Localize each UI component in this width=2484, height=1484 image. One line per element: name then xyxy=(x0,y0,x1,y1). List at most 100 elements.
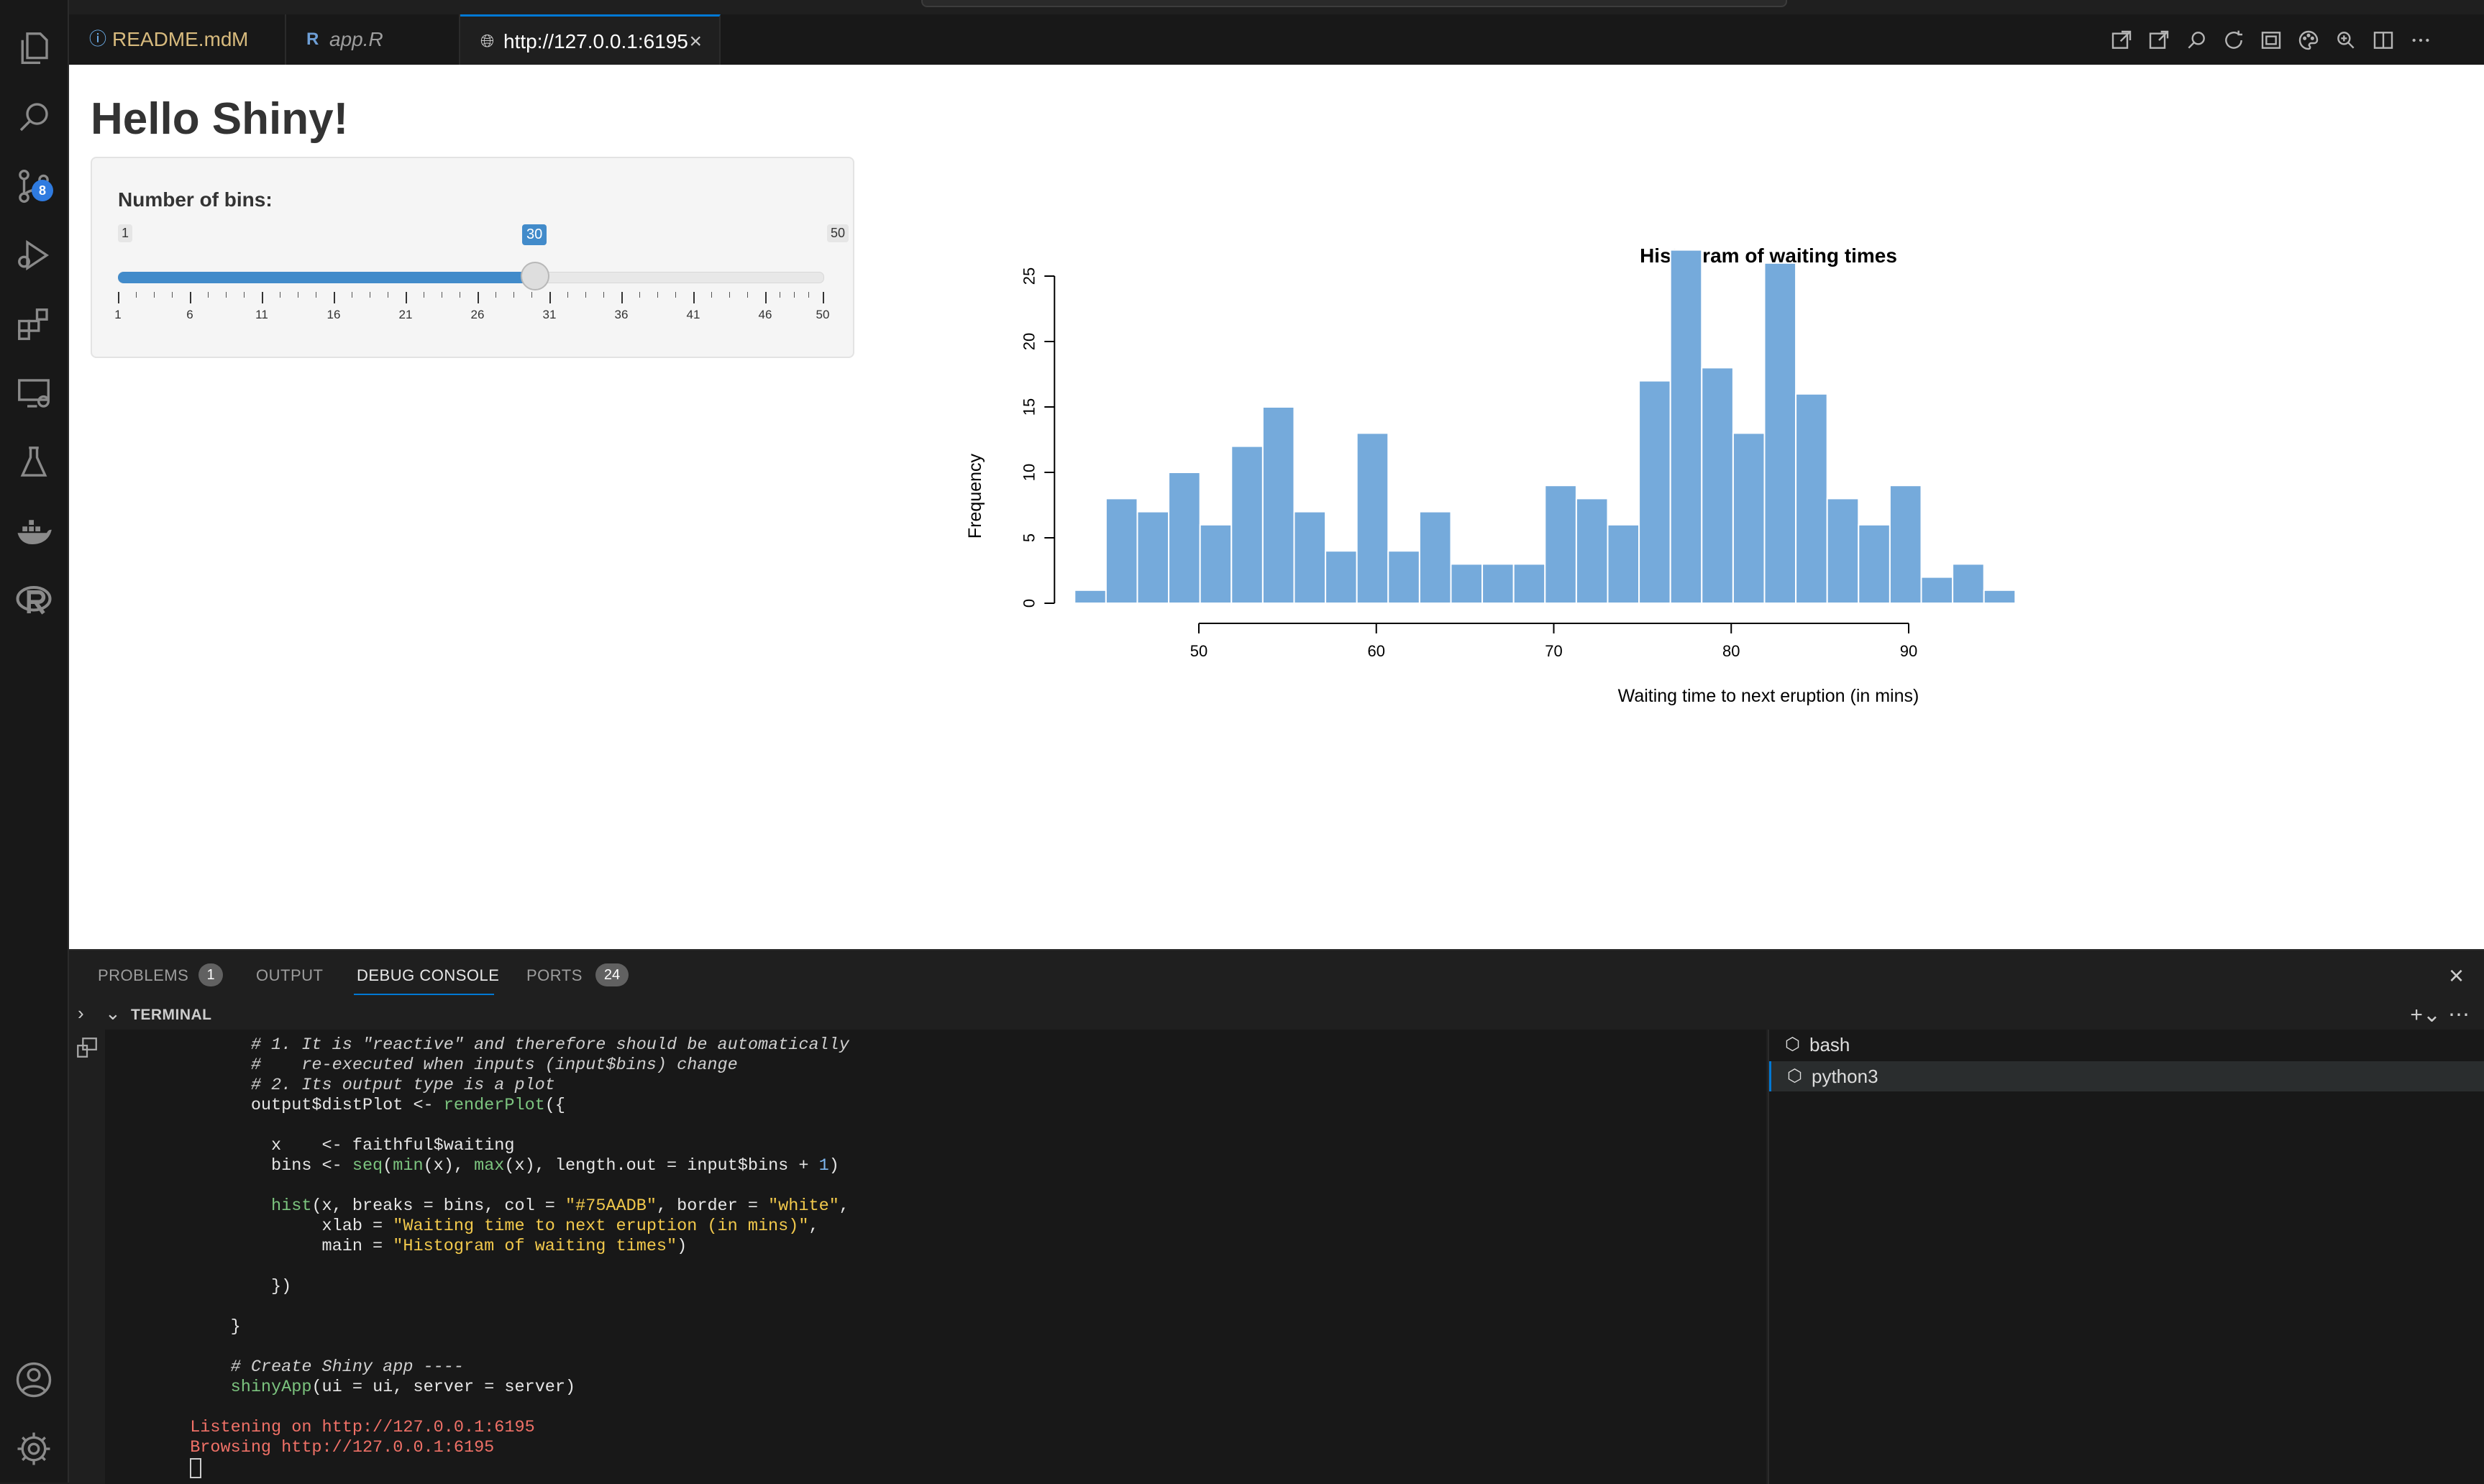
docker-icon[interactable] xyxy=(14,512,53,551)
slider-grid-minor-tick xyxy=(657,292,658,298)
tab-ports[interactable]: PORTS xyxy=(526,966,583,984)
split-editor-icon[interactable] xyxy=(2372,29,2395,52)
x-tick-label: 60 xyxy=(1368,642,1385,660)
terminal-item-bash[interactable]: ⬡ bash xyxy=(1769,1030,2484,1060)
code-line: x <- faithful$waiting xyxy=(170,1136,515,1155)
y-tick-label: 10 xyxy=(1020,464,1038,481)
terminal-cube-icon: ⬡ xyxy=(1787,1066,1802,1086)
open-external-icon[interactable] xyxy=(2110,29,2133,52)
source-control-badge: 8 xyxy=(32,180,53,201)
bins-slider[interactable]: 1 50 30 1 6 11 16 21 26 31 36 41 46 50 xyxy=(114,216,849,338)
close-panel-icon[interactable]: × xyxy=(2448,961,2464,990)
terminal-item-label: bash xyxy=(1809,1034,1850,1055)
histogram-bar xyxy=(1325,550,1358,605)
slider-handle[interactable] xyxy=(521,262,549,290)
histogram-bar xyxy=(1607,523,1640,604)
code-line: ({ xyxy=(544,1096,566,1115)
new-terminal-icon[interactable]: +⌄ xyxy=(2410,1003,2441,1027)
reload-icon[interactable] xyxy=(2222,29,2245,52)
slider-grid-label: 46 xyxy=(758,308,772,321)
account-icon[interactable] xyxy=(14,1360,53,1399)
slider-grid-minor-tick xyxy=(747,292,748,298)
tab-localhost-preview[interactable]: 🌐︎ http://127.0.0.1:6195 × xyxy=(460,14,721,65)
run-debug-icon[interactable] xyxy=(14,236,53,275)
code-str: "#75AADB" xyxy=(565,1196,657,1216)
code-line: (ui = ui, server = server) xyxy=(311,1378,576,1397)
histogram-bar xyxy=(1763,262,1797,605)
tab-readme[interactable]: ⓘ README.md M xyxy=(69,14,286,65)
slider-max-label: 50 xyxy=(826,224,849,242)
terminal-header: › ⌄ TERMINAL +⌄ ⋯ xyxy=(69,1001,2484,1030)
code-line: , border = xyxy=(656,1196,769,1216)
histogram-bar xyxy=(1168,472,1201,604)
zoom-icon[interactable] xyxy=(2334,29,2357,52)
problems-count-badge: 1 xyxy=(198,963,223,986)
r-icon[interactable] xyxy=(14,581,53,620)
x-tick-label: 70 xyxy=(1545,642,1562,660)
slider-grid-label: 6 xyxy=(186,308,193,321)
slider-grid-tick xyxy=(823,292,824,303)
code-line: # 2. Its output type is a plot xyxy=(170,1076,555,1095)
tab-output[interactable]: OUTPUT xyxy=(256,966,324,984)
code-num: 1 xyxy=(818,1156,829,1176)
tab-debug-console[interactable]: DEBUG CONSOLE xyxy=(357,966,500,984)
search-icon[interactable] xyxy=(14,98,53,137)
close-icon[interactable]: × xyxy=(689,29,702,53)
terminal-item-python3[interactable]: ⬡ python3 xyxy=(1769,1061,2484,1091)
explorer-icon[interactable] xyxy=(14,29,53,68)
histogram-bar xyxy=(1450,563,1484,605)
code-str: "Histogram of waiting times" xyxy=(393,1237,677,1256)
testing-icon[interactable] xyxy=(14,443,53,482)
info-icon: ⓘ xyxy=(89,29,106,49)
terminal-section-title: TERMINAL xyxy=(131,1007,212,1023)
chevron-down-icon[interactable]: ⌄ xyxy=(105,1002,121,1024)
slider-grid-label: 1 xyxy=(114,308,122,321)
histogram-bar xyxy=(1387,550,1420,605)
screencast-icon[interactable] xyxy=(2260,29,2283,52)
more-actions-icon[interactable] xyxy=(2409,29,2432,52)
histogram-bar xyxy=(1481,563,1515,605)
remote-explorer-icon[interactable] xyxy=(14,374,53,413)
open-in-browser-icon[interactable] xyxy=(2147,29,2170,52)
ports-count-badge: 24 xyxy=(595,963,629,986)
theme-icon[interactable] xyxy=(2297,29,2320,52)
more-actions-icon[interactable]: ⋯ xyxy=(2448,1003,2470,1027)
slider-grid-minor-tick xyxy=(567,292,568,298)
settings-gear-icon[interactable] xyxy=(14,1429,53,1468)
histogram-bar xyxy=(1575,498,1609,604)
y-axis: 0 5 10 15 20 25 xyxy=(1020,267,1056,608)
editor-toolbar xyxy=(2110,14,2470,65)
slider-grid-label: 21 xyxy=(398,308,413,321)
sidebar-panel: Number of bins: 1 50 30 1 6 11 16 21 26 31 36 41… xyxy=(91,157,854,358)
slider-grid-tick xyxy=(190,292,191,303)
terminal-output[interactable]: # 1. It is "reactive" and therefore shou… xyxy=(105,1030,1766,1484)
histogram-bar xyxy=(1230,445,1264,604)
tab-problems[interactable]: PROBLEMS xyxy=(98,966,189,984)
activity-bar: 8 xyxy=(0,0,69,1483)
y-tick-label: 5 xyxy=(1020,533,1038,542)
command-center[interactable] xyxy=(921,0,1787,7)
histogram-bar xyxy=(1136,510,1170,605)
histogram-plot: Histogram of waiting times Waiting time … xyxy=(965,244,2017,706)
code-line: (x), xyxy=(423,1156,475,1176)
slider-label: Number of bins: xyxy=(118,188,273,211)
code-line: (x, breaks = bins, col = xyxy=(311,1196,566,1216)
chevron-right-icon[interactable]: › xyxy=(78,1002,84,1024)
slider-grid-tick xyxy=(693,292,695,303)
extensions-icon[interactable] xyxy=(14,305,53,344)
slider-grid-label: 41 xyxy=(686,308,700,321)
slider-grid-minor-tick xyxy=(513,292,514,298)
code-fn: renderPlot xyxy=(443,1096,545,1115)
terminal-decoration-icon[interactable] xyxy=(75,1035,99,1060)
slider-grid-tick xyxy=(262,292,263,303)
tab-app-r[interactable]: R app.R xyxy=(286,14,460,65)
code-str: "Waiting time to next eruption (in mins)… xyxy=(393,1217,809,1236)
code-line: bins <- xyxy=(170,1156,352,1176)
find-icon[interactable] xyxy=(2185,29,2208,52)
y-axis-label: Frequency xyxy=(965,453,985,539)
code-fn: min xyxy=(393,1156,424,1176)
histogram-bars xyxy=(1074,249,2017,605)
slider-grid-minor-tick xyxy=(154,292,155,298)
globe-icon: 🌐︎ xyxy=(480,32,495,51)
